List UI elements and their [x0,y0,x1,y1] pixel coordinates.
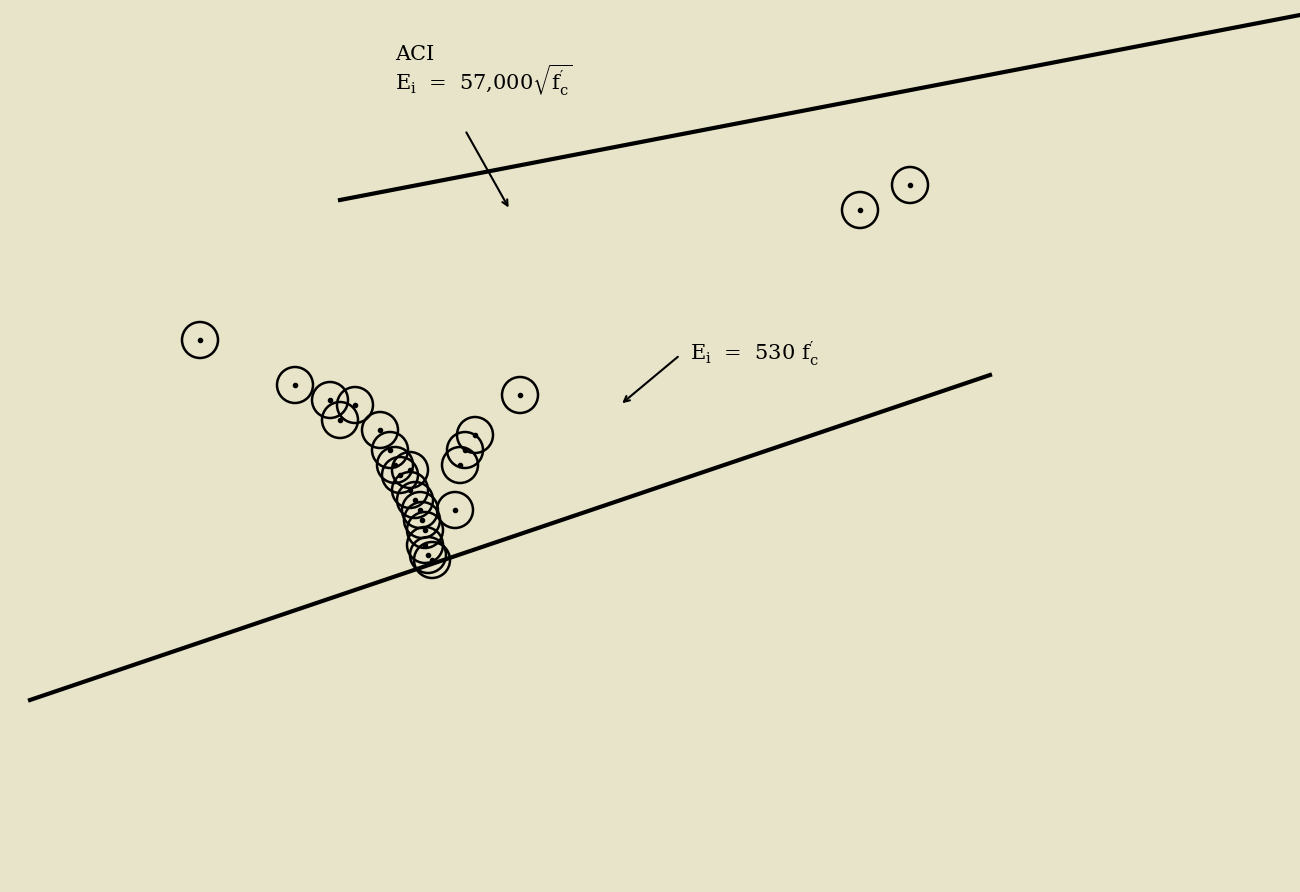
Text: ACI: ACI [395,45,434,64]
Text: $\mathregular{E_i}$  =  530 $\mathregular{f_c^{\prime}}$: $\mathregular{E_i}$ = 530 $\mathregular{… [690,339,819,368]
Text: $\mathregular{E_i}$  =  57,000$\sqrt{\mathregular{f_c^{\prime}}}$: $\mathregular{E_i}$ = 57,000$\sqrt{\math… [395,62,573,97]
